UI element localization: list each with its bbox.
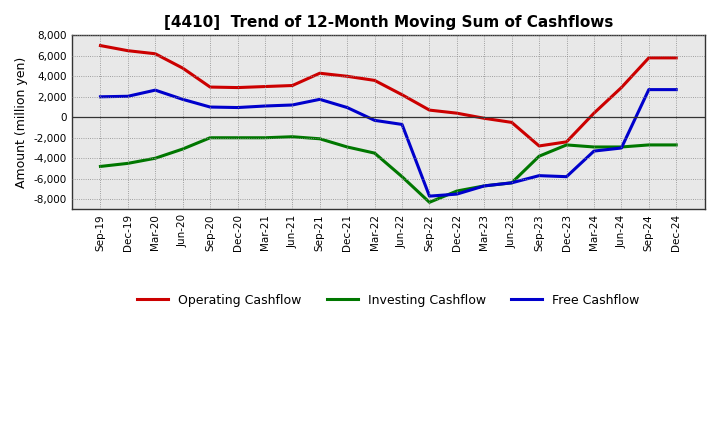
Operating Cashflow	[315, 70, 324, 76]
Investing Cashflow	[453, 188, 462, 194]
Operating Cashflow	[124, 48, 132, 53]
Free Cashflow	[562, 174, 571, 180]
Operating Cashflow	[343, 73, 351, 79]
Operating Cashflow	[96, 43, 105, 48]
Free Cashflow	[261, 103, 269, 109]
Investing Cashflow	[508, 180, 516, 186]
Free Cashflow	[179, 97, 187, 102]
Operating Cashflow	[233, 85, 242, 90]
Operating Cashflow	[261, 84, 269, 89]
Investing Cashflow	[535, 154, 544, 159]
Free Cashflow	[590, 148, 598, 154]
Y-axis label: Amount (million yen): Amount (million yen)	[15, 57, 28, 188]
Free Cashflow	[233, 105, 242, 110]
Free Cashflow	[96, 94, 105, 99]
Investing Cashflow	[590, 144, 598, 150]
Operating Cashflow	[425, 107, 433, 113]
Free Cashflow	[672, 87, 680, 92]
Investing Cashflow	[288, 134, 297, 139]
Operating Cashflow	[535, 143, 544, 149]
Investing Cashflow	[617, 144, 626, 150]
Free Cashflow	[397, 122, 406, 127]
Operating Cashflow	[672, 55, 680, 61]
Free Cashflow	[425, 194, 433, 199]
Free Cashflow	[644, 87, 653, 92]
Line: Investing Cashflow: Investing Cashflow	[101, 137, 676, 202]
Investing Cashflow	[672, 142, 680, 147]
Free Cashflow	[480, 183, 489, 188]
Investing Cashflow	[151, 156, 160, 161]
Investing Cashflow	[124, 161, 132, 166]
Free Cashflow	[535, 173, 544, 178]
Free Cashflow	[370, 118, 379, 123]
Operating Cashflow	[617, 85, 626, 90]
Operating Cashflow	[562, 139, 571, 144]
Free Cashflow	[124, 94, 132, 99]
Investing Cashflow	[96, 164, 105, 169]
Operating Cashflow	[644, 55, 653, 61]
Legend: Operating Cashflow, Investing Cashflow, Free Cashflow: Operating Cashflow, Investing Cashflow, …	[132, 289, 644, 312]
Investing Cashflow	[206, 135, 215, 140]
Free Cashflow	[453, 191, 462, 197]
Operating Cashflow	[508, 120, 516, 125]
Investing Cashflow	[343, 144, 351, 150]
Line: Operating Cashflow: Operating Cashflow	[101, 46, 676, 146]
Operating Cashflow	[206, 84, 215, 90]
Investing Cashflow	[425, 200, 433, 205]
Title: [4410]  Trend of 12-Month Moving Sum of Cashflows: [4410] Trend of 12-Month Moving Sum of C…	[163, 15, 613, 30]
Investing Cashflow	[644, 142, 653, 147]
Investing Cashflow	[562, 142, 571, 147]
Operating Cashflow	[397, 92, 406, 97]
Investing Cashflow	[370, 150, 379, 156]
Operating Cashflow	[590, 110, 598, 116]
Investing Cashflow	[179, 147, 187, 152]
Investing Cashflow	[315, 136, 324, 141]
Line: Free Cashflow: Free Cashflow	[101, 90, 676, 196]
Investing Cashflow	[397, 174, 406, 180]
Free Cashflow	[343, 105, 351, 110]
Free Cashflow	[206, 104, 215, 110]
Investing Cashflow	[480, 183, 489, 188]
Investing Cashflow	[261, 135, 269, 140]
Free Cashflow	[288, 103, 297, 108]
Free Cashflow	[617, 145, 626, 150]
Operating Cashflow	[179, 66, 187, 71]
Operating Cashflow	[370, 78, 379, 83]
Free Cashflow	[508, 180, 516, 186]
Operating Cashflow	[480, 116, 489, 121]
Operating Cashflow	[151, 51, 160, 56]
Investing Cashflow	[233, 135, 242, 140]
Free Cashflow	[151, 88, 160, 93]
Operating Cashflow	[288, 83, 297, 88]
Operating Cashflow	[453, 110, 462, 116]
Free Cashflow	[315, 97, 324, 102]
